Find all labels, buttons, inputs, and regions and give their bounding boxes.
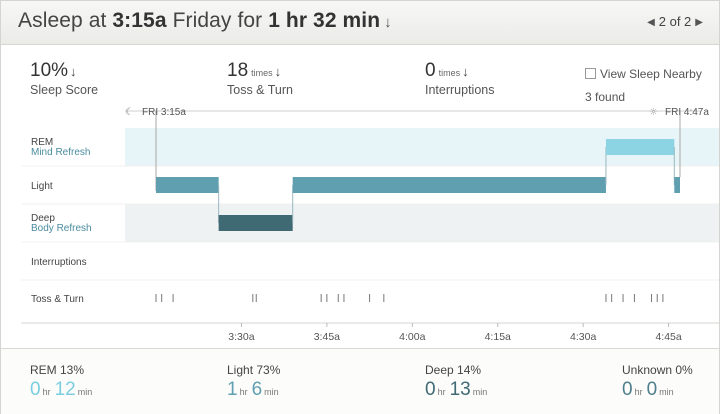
minutes-unit: min: [472, 387, 488, 397]
row-sublabel-deep: Body Refresh: [31, 223, 92, 234]
summary-minutes: 0: [646, 379, 658, 400]
stat-sleep-score: 10% ↓ Sleep Score: [30, 60, 98, 97]
header-bar: Asleep at 3:15a Friday for 1 hr 32 min ↓ …: [1, 1, 719, 45]
segment-deep[interactable]: [218, 215, 293, 231]
summary-duration: 0 hr 0 min: [622, 379, 693, 401]
summary-label: Light 73%: [227, 363, 281, 377]
x-axis-tick-label: 4:00a: [399, 331, 425, 343]
pager-label: 2 of 2: [658, 14, 692, 29]
row-label-interruptions: Interruptions: [31, 257, 87, 268]
page-title: Asleep at 3:15a Friday for 1 hr 32 min ↓: [18, 9, 392, 33]
summary-duration: 1 hr 6 min: [227, 379, 283, 401]
summary-label: Unknown 0%: [622, 363, 693, 377]
hours-unit: hr: [239, 387, 248, 397]
hours-unit: hr: [42, 387, 51, 397]
down-arrow-icon: ↓: [70, 64, 77, 79]
sleep-score-value: 10%: [30, 60, 69, 81]
moon-icon: ☾: [125, 107, 134, 118]
x-axis-tick-label: 4:45a: [655, 331, 681, 343]
x-axis-tick-label: 4:15a: [485, 331, 511, 343]
summary-hours: 1: [227, 379, 238, 400]
start-time-label: FRI 3:15a: [142, 107, 186, 118]
x-axis-tick-label: 4:30a: [570, 331, 596, 343]
minutes-unit: min: [659, 387, 674, 397]
nearby-found-count: 3 found: [585, 90, 626, 104]
row-label-toss: Toss & Turn: [31, 294, 84, 305]
down-arrow-icon[interactable]: ↓: [384, 14, 392, 31]
toss-turn-value: 18: [227, 60, 249, 81]
minutes-unit: min: [77, 387, 93, 397]
row-label-rem: REM: [31, 137, 53, 148]
row-sublabel-rem: Mind Refresh: [31, 147, 90, 158]
summary-stat: Light 73% 1 hr 6 min: [227, 363, 283, 401]
segment-rem[interactable]: [605, 139, 675, 155]
hours-unit: hr: [634, 387, 643, 397]
summary-minutes: 6: [251, 379, 263, 400]
summary-hours: 0: [622, 379, 633, 400]
interruptions-label: Interruptions: [425, 83, 495, 97]
segment-light[interactable]: [156, 177, 219, 193]
summary-hours: 0: [425, 379, 436, 400]
interruptions-value: 0: [425, 60, 436, 81]
minutes-unit: min: [264, 387, 279, 397]
view-sleep-nearby: View Sleep Nearby 3 found: [585, 67, 702, 104]
summary-stat: Deep 14% 0 hr 13 min: [425, 363, 491, 401]
summary-minutes: 12: [54, 379, 76, 400]
stat-toss-turn: 18 times ↓ Toss & Turn: [227, 60, 293, 97]
deep-band: [125, 204, 719, 242]
interruptions-unit: times: [438, 68, 461, 78]
sun-icon: ☼: [649, 107, 658, 118]
down-arrow-icon: ↓: [462, 64, 469, 79]
pager: ◀ 2 of 2 ▶: [643, 14, 707, 29]
summary-stat: Unknown 0% 0 hr 0 min: [622, 363, 693, 401]
summary-duration: 0 hr 12 min: [30, 379, 96, 401]
hours-unit: hr: [437, 387, 446, 397]
title-day: Friday for: [172, 9, 263, 32]
view-sleep-nearby-label[interactable]: View Sleep Nearby: [600, 67, 702, 81]
toss-turn-unit: times: [251, 68, 273, 78]
summary-footer: REM 13% 0 hr 12 min Light 73% 1 hr 6 min Deep 14% 0…: [1, 348, 719, 414]
summary-label: Deep 14%: [425, 363, 482, 377]
segment-light[interactable]: [674, 177, 680, 193]
sleep-score-label: Sleep Score: [30, 83, 99, 97]
segment-light[interactable]: [292, 177, 606, 193]
next-chevron-icon[interactable]: ▶: [695, 17, 703, 28]
row-label-deep: Deep: [31, 213, 55, 224]
x-axis-tick-label: 3:30a: [228, 331, 254, 343]
end-time-label: FRI 4:47a: [665, 107, 709, 118]
title-time: 3:15a: [112, 9, 167, 32]
summary-duration: 0 hr 13 min: [425, 379, 491, 401]
prev-chevron-icon[interactable]: ◀: [647, 17, 655, 28]
summary-stat: REM 13% 0 hr 12 min: [30, 363, 96, 401]
title-prefix: Asleep at: [18, 9, 107, 32]
summary-label: REM 13%: [30, 363, 85, 377]
title-duration: 1 hr 32 min: [268, 9, 381, 32]
summary-minutes: 13: [449, 379, 471, 400]
summary-hours: 0: [30, 379, 41, 400]
row-label-light: Light: [31, 181, 53, 192]
down-arrow-icon: ↓: [274, 64, 282, 79]
toss-turn-label: Toss & Turn: [227, 83, 293, 97]
view-sleep-nearby-checkbox[interactable]: [585, 68, 596, 79]
x-axis-tick-label: 3:45a: [314, 331, 340, 343]
stat-interruptions: 0 times ↓ Interruptions: [425, 60, 494, 97]
